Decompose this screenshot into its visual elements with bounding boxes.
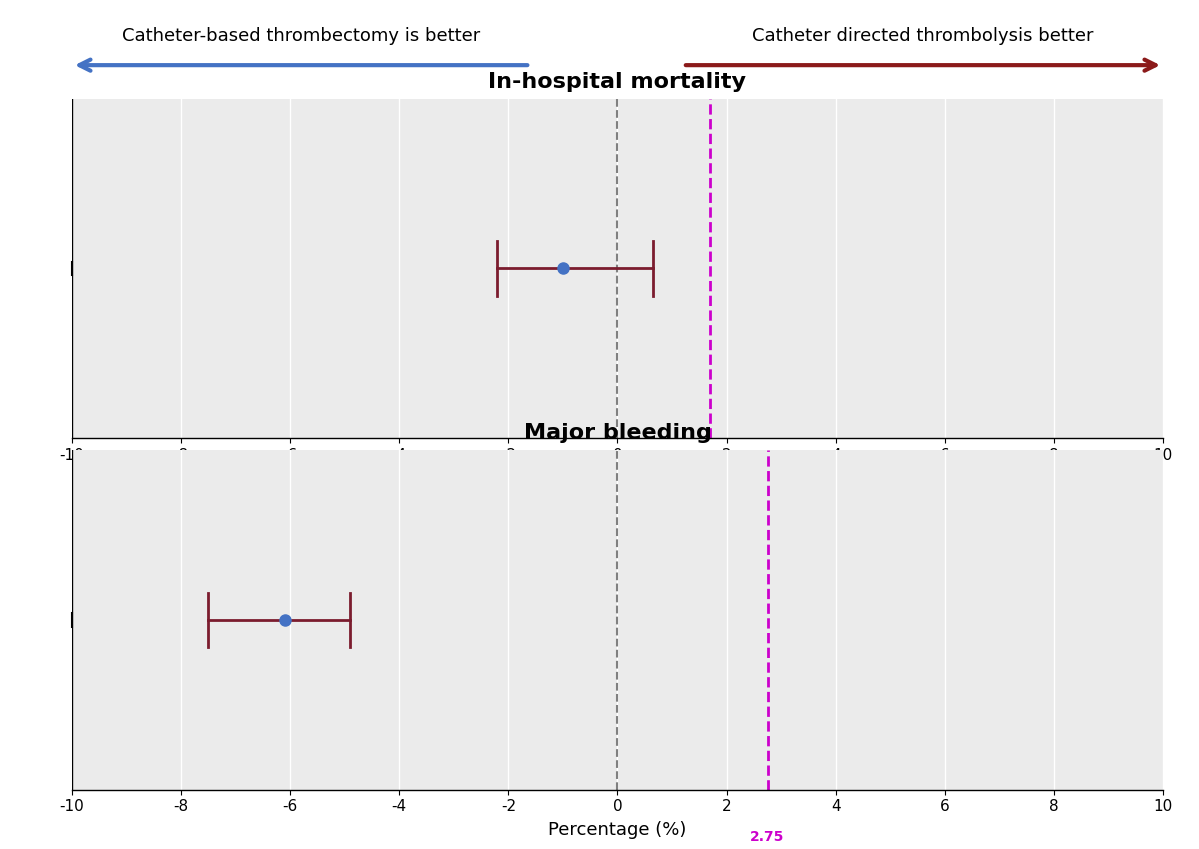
Text: 2.75: 2.75 bbox=[751, 830, 784, 844]
Title: In-hospital mortality: In-hospital mortality bbox=[488, 71, 747, 92]
X-axis label: Percentage (%): Percentage (%) bbox=[548, 469, 687, 487]
Text: Catheter-based thrombectomy is better: Catheter-based thrombectomy is better bbox=[122, 27, 480, 46]
Text: Catheter directed thrombolysis better: Catheter directed thrombolysis better bbox=[752, 27, 1093, 46]
Title: Major bleeding: Major bleeding bbox=[524, 424, 711, 443]
Text: 1.7: 1.7 bbox=[698, 479, 723, 492]
X-axis label: Percentage (%): Percentage (%) bbox=[548, 821, 687, 840]
